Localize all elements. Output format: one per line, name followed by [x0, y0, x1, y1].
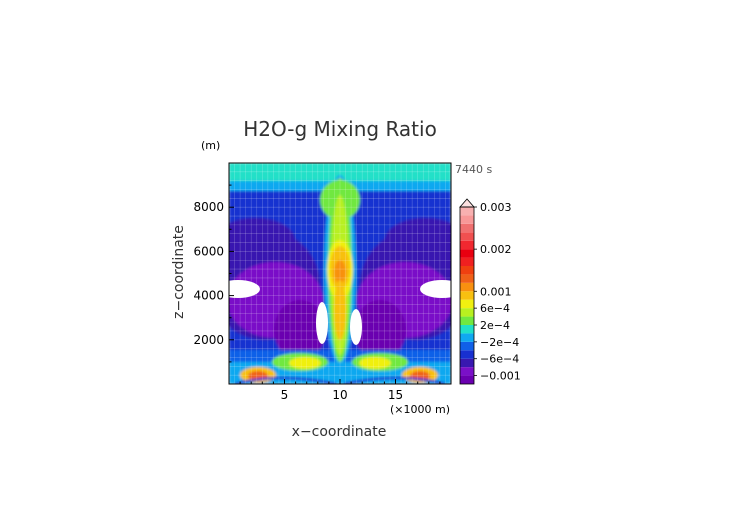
colorbar-level	[460, 350, 474, 359]
y-axis: 2000 4000 6000 8000	[193, 184, 234, 363]
plot-area	[229, 163, 451, 384]
x-tick-label: 10	[332, 388, 347, 402]
grid-lines	[229, 163, 451, 384]
colorbar-label: 0.002	[480, 243, 512, 256]
y-axis-label: z−coordinate	[171, 225, 187, 319]
x-tick-label: 15	[388, 388, 403, 402]
colorbar-level	[460, 240, 474, 250]
colorbar-label: 0.003	[480, 201, 512, 214]
y-tick-label: 8000	[193, 200, 224, 214]
x-axis-label: x−coordinate	[292, 424, 387, 440]
colorbar: 0.003 0.002 0.001 6e−4 2e−4 −2e−4 −6e−4 −0.001	[459, 198, 521, 385]
y-tick-label: 2000	[193, 333, 224, 347]
y-tick-label: 6000	[193, 244, 224, 258]
colorbar-level	[460, 257, 474, 266]
colorbar-level	[460, 299, 474, 309]
colorbar-level	[460, 308, 474, 317]
x-tick-label: 5	[281, 388, 289, 402]
field-band	[354, 300, 406, 360]
undefined-region	[229, 280, 260, 298]
colorbar-label: −6e−4	[480, 353, 519, 366]
colorbar-label: 0.001	[480, 285, 512, 298]
colorbar-level	[460, 358, 474, 368]
updraft-column	[334, 260, 346, 284]
chart-title: H2O-g Mixing Ratio	[243, 117, 437, 141]
colorbar-level	[460, 215, 474, 224]
colorbar-level	[460, 274, 474, 283]
colorbar-level	[460, 325, 474, 334]
colorbar-label: 6e−4	[480, 302, 510, 315]
colorbar-label: −0.001	[480, 370, 521, 383]
surface-contour	[234, 376, 337, 384]
updraft-column	[334, 280, 346, 340]
colorbar-overflow-triangle	[459, 198, 475, 208]
undefined-region	[350, 309, 362, 345]
field-band	[274, 300, 326, 360]
colorbar-level	[460, 291, 474, 300]
y-axis-unit: (m)	[201, 139, 220, 152]
surface-contour	[343, 376, 446, 384]
colorbar-label: −2e−4	[480, 336, 519, 349]
undefined-regions	[229, 280, 451, 345]
colorbar-level	[460, 341, 474, 351]
colorbar-level	[460, 266, 474, 275]
colorbar-level	[460, 375, 474, 384]
colorbar-level	[460, 316, 474, 325]
colorbar-level	[460, 232, 474, 241]
top-layer	[229, 163, 451, 183]
x-axis-unit: (×1000 m)	[390, 403, 450, 416]
colorbar-level	[460, 333, 474, 342]
field-band	[229, 218, 295, 262]
contour-field	[229, 163, 451, 384]
colorbar-frame	[459, 206, 475, 385]
surface-blob	[359, 357, 391, 369]
colorbar-level	[460, 282, 474, 292]
y-tick-label: 4000	[193, 289, 224, 303]
time-label: 7440 s	[455, 163, 492, 176]
colorbar-level	[460, 207, 474, 216]
undefined-region	[420, 280, 451, 298]
colorbar-label: 2e−4	[480, 319, 510, 332]
undefined-region	[316, 302, 328, 344]
surface-blob	[289, 357, 321, 369]
field-band	[385, 218, 451, 262]
surface-blob	[326, 364, 354, 380]
colorbar-level	[460, 367, 474, 376]
x-axis: 5 10 15	[239, 379, 441, 402]
colorbar-level	[460, 223, 474, 233]
colorbar-level	[460, 249, 474, 258]
